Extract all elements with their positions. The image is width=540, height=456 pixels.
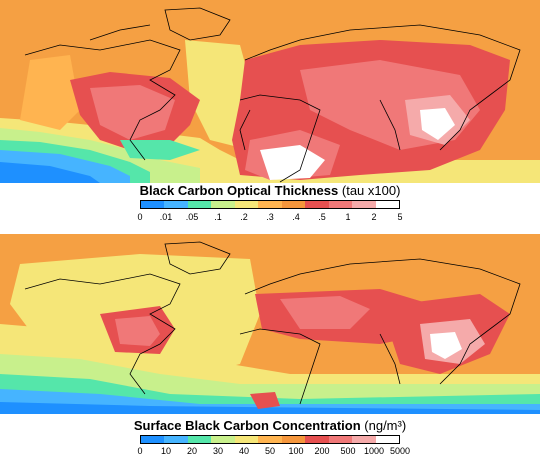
colorbar-swatch [305,201,329,208]
optical-thickness-tick-label: .01 [159,212,173,222]
colorbar-swatch [211,201,235,208]
colorbar-swatch [141,436,165,443]
surface-concentration-title-unit: (ng/m³) [364,418,407,433]
surface-concentration-tick-label: 50 [264,446,276,456]
surface-concentration-tick-labels: 0 10 20 30 40 50 100 200 500 1000 5000 [137,446,410,456]
optical-thickness-colorbar [140,200,400,209]
colorbar-swatch [281,436,306,443]
optical-thickness-title: Black Carbon Optical Thickness (tau x100… [0,183,540,198]
surface-concentration-title-main: Surface Black Carbon Concentration [133,418,361,433]
colorbar-swatch [305,436,329,443]
optical-thickness-tick-label: .1 [214,212,222,222]
surface-concentration-tick-label: 100 [288,446,304,456]
colorbar-swatch [234,201,259,208]
surface-concentration-tick-label: 5000 [389,446,411,456]
colorbar-swatch [164,436,188,443]
colorbar-swatch [375,436,399,443]
colorbar-swatch [187,201,212,208]
optical-thickness-map [0,0,540,183]
surface-concentration-tick-label: 500 [340,446,356,456]
colorbar-swatch [234,436,259,443]
optical-thickness-tick-label: .3 [266,212,274,222]
colorbar-swatch [258,201,282,208]
surface-concentration-tick-label: 10 [160,446,172,456]
optical-thickness-tick-labels: 0 .01 .05 .1 .2 .3 .4 .5 1 2 5 [137,212,403,224]
colorbar-swatch [328,201,353,208]
optical-thickness-tick-label: 5 [397,212,403,222]
colorbar-swatch [352,201,376,208]
surface-concentration-map [0,234,540,414]
colorbar-swatch [281,201,306,208]
optical-thickness-tick-label: .05 [185,212,199,222]
optical-thickness-tick-label: .2 [240,212,248,222]
optical-thickness-panel: Black Carbon Optical Thickness (tau x100… [0,0,540,224]
colorbar-swatch [164,201,188,208]
optical-thickness-tick-label: 0 [137,212,143,222]
surface-concentration-tick-label: 0 [137,446,143,456]
optical-thickness-title-main: Black Carbon Optical Thickness [139,183,339,198]
surface-concentration-colorbar [140,435,400,444]
surface-concentration-panel: Surface Black Carbon Concentration (ng/m… [0,234,540,456]
surface-concentration-title: Surface Black Carbon Concentration (ng/m… [0,418,540,433]
optical-thickness-tick-label: .4 [292,212,300,222]
surface-concentration-tick-label: 40 [238,446,250,456]
colorbar-swatch [187,436,212,443]
surface-concentration-tick-label: 20 [186,446,198,456]
colorbar-swatch [328,436,353,443]
optical-thickness-tick-label: 2 [371,212,377,222]
optical-thickness-tick-label: .5 [318,212,326,222]
surface-concentration-tick-label: 30 [212,446,224,456]
colorbar-swatch [141,201,165,208]
colorbar-swatch [258,436,282,443]
colorbar-swatch [375,201,399,208]
optical-thickness-title-unit: (tau x100) [341,183,401,198]
surface-concentration-tick-label: 1000 [363,446,385,456]
colorbar-swatch [352,436,376,443]
optical-thickness-tick-label: 1 [345,212,351,222]
surface-concentration-tick-label: 200 [314,446,330,456]
colorbar-swatch [211,436,235,443]
